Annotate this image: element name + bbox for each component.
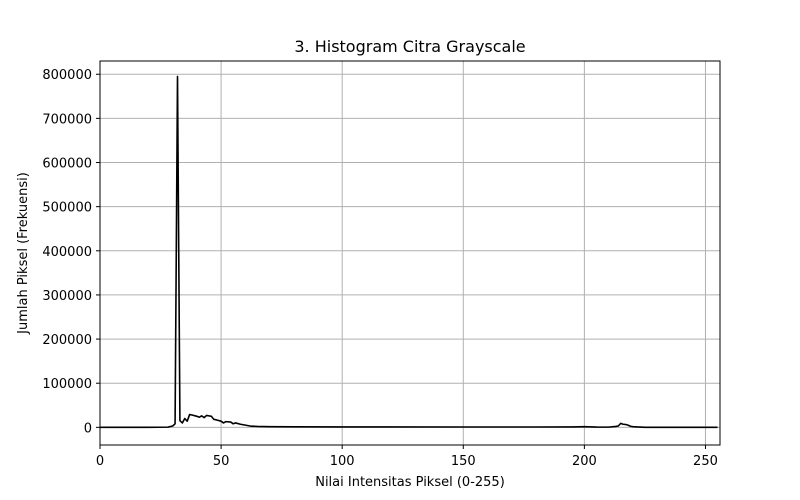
x-axis-ticks: 0 50 100 150 200 250 <box>96 445 718 469</box>
y-tick-label: 0 <box>84 421 92 436</box>
x-axis-label: Nilai Intensitas Piksel (0-255) <box>315 475 505 490</box>
grid-lines <box>99 61 720 445</box>
x-tick-label: 250 <box>693 454 718 469</box>
y-axis-ticks: 0 100000 200000 300000 400000 500000 600000 700… <box>42 68 100 436</box>
y-tick-label: 300000 <box>42 289 92 304</box>
chart-title: 3. Histogram Citra Grayscale <box>294 37 525 56</box>
series-layer <box>100 75 718 429</box>
x-tick-label: 50 <box>213 454 230 469</box>
y-tick-label: 100000 <box>42 377 92 392</box>
y-tick-label: 700000 <box>42 112 92 127</box>
x-tick-label: 100 <box>330 454 355 469</box>
plot-frame <box>99 60 721 446</box>
y-tick-label: 200000 <box>42 333 92 348</box>
y-tick-label: 500000 <box>42 201 92 216</box>
histogram-line <box>100 75 718 429</box>
y-axis-label: Jumlah Piksel (Frekuensi) <box>16 172 31 335</box>
x-tick-label: 200 <box>572 454 597 469</box>
y-tick-label: 800000 <box>42 68 92 83</box>
y-tick-label: 600000 <box>42 157 92 172</box>
x-tick-label: 150 <box>451 454 476 469</box>
y-tick-label: 400000 <box>42 245 92 260</box>
x-tick-label: 0 <box>96 454 104 469</box>
